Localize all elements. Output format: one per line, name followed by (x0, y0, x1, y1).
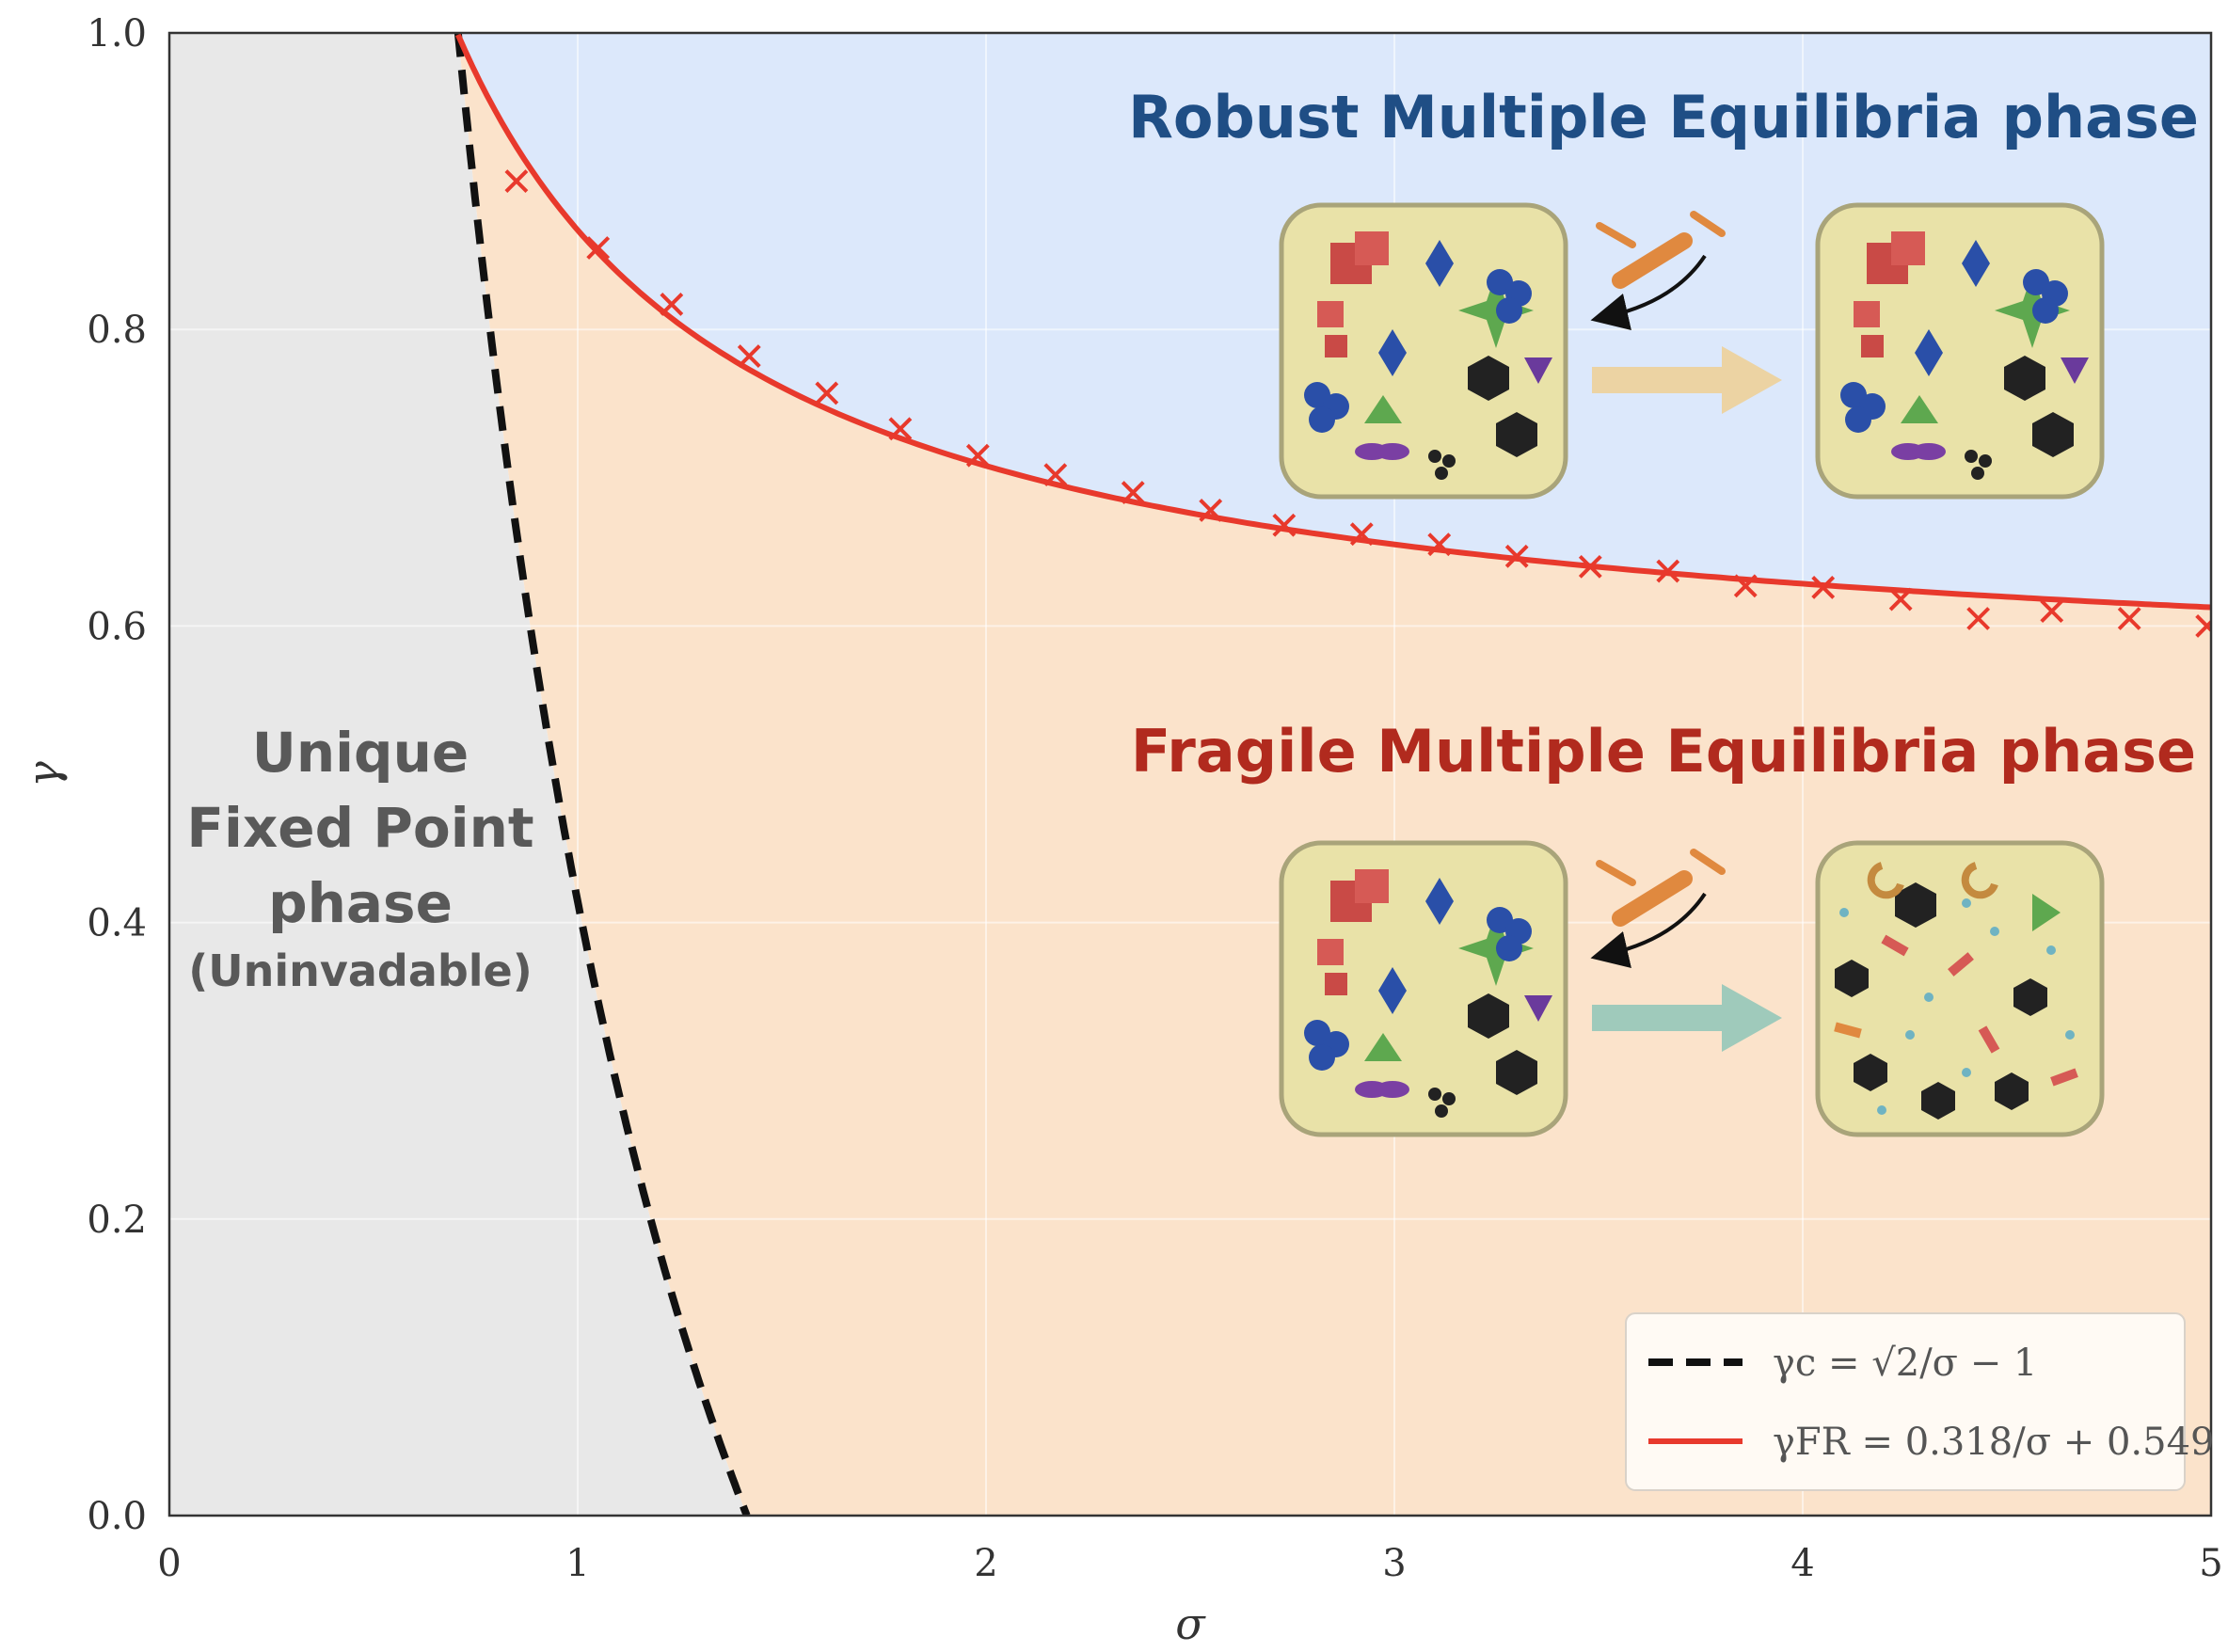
x-tick-label: 2 (974, 1542, 997, 1585)
data-marker (586, 236, 611, 260)
transition-arrow-fragile (1592, 984, 1782, 1052)
data-marker (504, 169, 529, 194)
robust-illustration (1279, 202, 2105, 500)
data-marker (737, 344, 761, 368)
unique-fixed-point-region (169, 33, 747, 1516)
data-marker (1121, 481, 1145, 504)
petri-dish-after-fragile (1815, 840, 2105, 1137)
gamma-c-dashed-curve (454, 33, 751, 1516)
gamma-fr-solid-curve (455, 33, 2211, 611)
y-tick-label: 0.6 (87, 605, 147, 648)
data-marker (1199, 499, 1223, 522)
y-axis-label: γ (18, 761, 69, 787)
y-tick-label: 0.2 (87, 1199, 147, 1242)
data-marker (1043, 463, 1068, 487)
data-marker (1349, 522, 1374, 547)
data-marker (1578, 554, 1602, 579)
fragile-phase-title: Fragile Multiple Equilibria phase (1131, 717, 2196, 786)
x-tick-label: 1 (565, 1542, 589, 1585)
y-tick-label: 1.0 (87, 12, 147, 56)
data-marker (660, 292, 684, 316)
data-marker (2040, 599, 2064, 624)
fragile-phase-region (457, 33, 2211, 1516)
data-marker (965, 443, 990, 468)
y-axis-ticks: 0.0 0.2 0.4 0.6 0.8 1.0 (87, 12, 147, 1538)
x-axis-ticks: 0 1 2 3 4 5 (157, 1542, 2222, 1585)
robust-phase-title: Robust Multiple Equilibria phase (1128, 83, 2199, 151)
data-marker (1504, 544, 1529, 568)
transition-arrow-robust (1592, 346, 1782, 414)
grid-lines (169, 33, 2211, 1516)
numerical-markers (504, 169, 2211, 638)
invader-bacterium-fragile (1612, 870, 1693, 927)
x-tick-label: 0 (157, 1542, 181, 1585)
x-axis-label: σ (1175, 1598, 1206, 1649)
legend: γc = √2/σ − 1 γFR = 0.318/σ + 0.549 (1625, 1312, 2214, 1491)
data-marker (1966, 607, 1991, 630)
legend-dashed-label: γc = √2/σ − 1 (1773, 1342, 2037, 1385)
data-marker (1656, 559, 1680, 583)
data-marker (2117, 607, 2141, 630)
data-marker (1811, 576, 1836, 599)
x-tick-label: 3 (1382, 1542, 1406, 1585)
data-marker (1733, 574, 1758, 598)
x-tick-label: 4 (1790, 1542, 1814, 1585)
x-tick-label: 5 (2199, 1542, 2222, 1585)
data-marker (1888, 587, 1913, 612)
data-marker (815, 381, 839, 405)
y-tick-label: 0.0 (87, 1495, 147, 1538)
data-marker (1272, 513, 1297, 537)
data-marker (1427, 532, 1452, 557)
unique-phase-title-line2: Fixed Point (186, 796, 533, 860)
unique-phase-title-line1: Unique (252, 721, 469, 785)
invasion-arrow-fragile (1590, 892, 1707, 969)
data-marker (2195, 613, 2211, 638)
data-marker (888, 417, 913, 441)
invasion-arrow-robust (1590, 254, 1707, 331)
unique-phase-title-line3: phase (268, 871, 453, 935)
legend-solid-label: γFR = 0.318/σ + 0.549 (1773, 1421, 2214, 1464)
invader-bacterium-robust (1612, 232, 1693, 289)
legend-box (1625, 1312, 2186, 1491)
plot-frame (167, 31, 2213, 1517)
fragile-illustration (1279, 840, 2105, 1137)
y-tick-label: 0.8 (87, 309, 147, 352)
unique-phase-title-line4: (Uninvadable) (188, 945, 533, 996)
y-tick-label: 0.4 (87, 902, 147, 945)
